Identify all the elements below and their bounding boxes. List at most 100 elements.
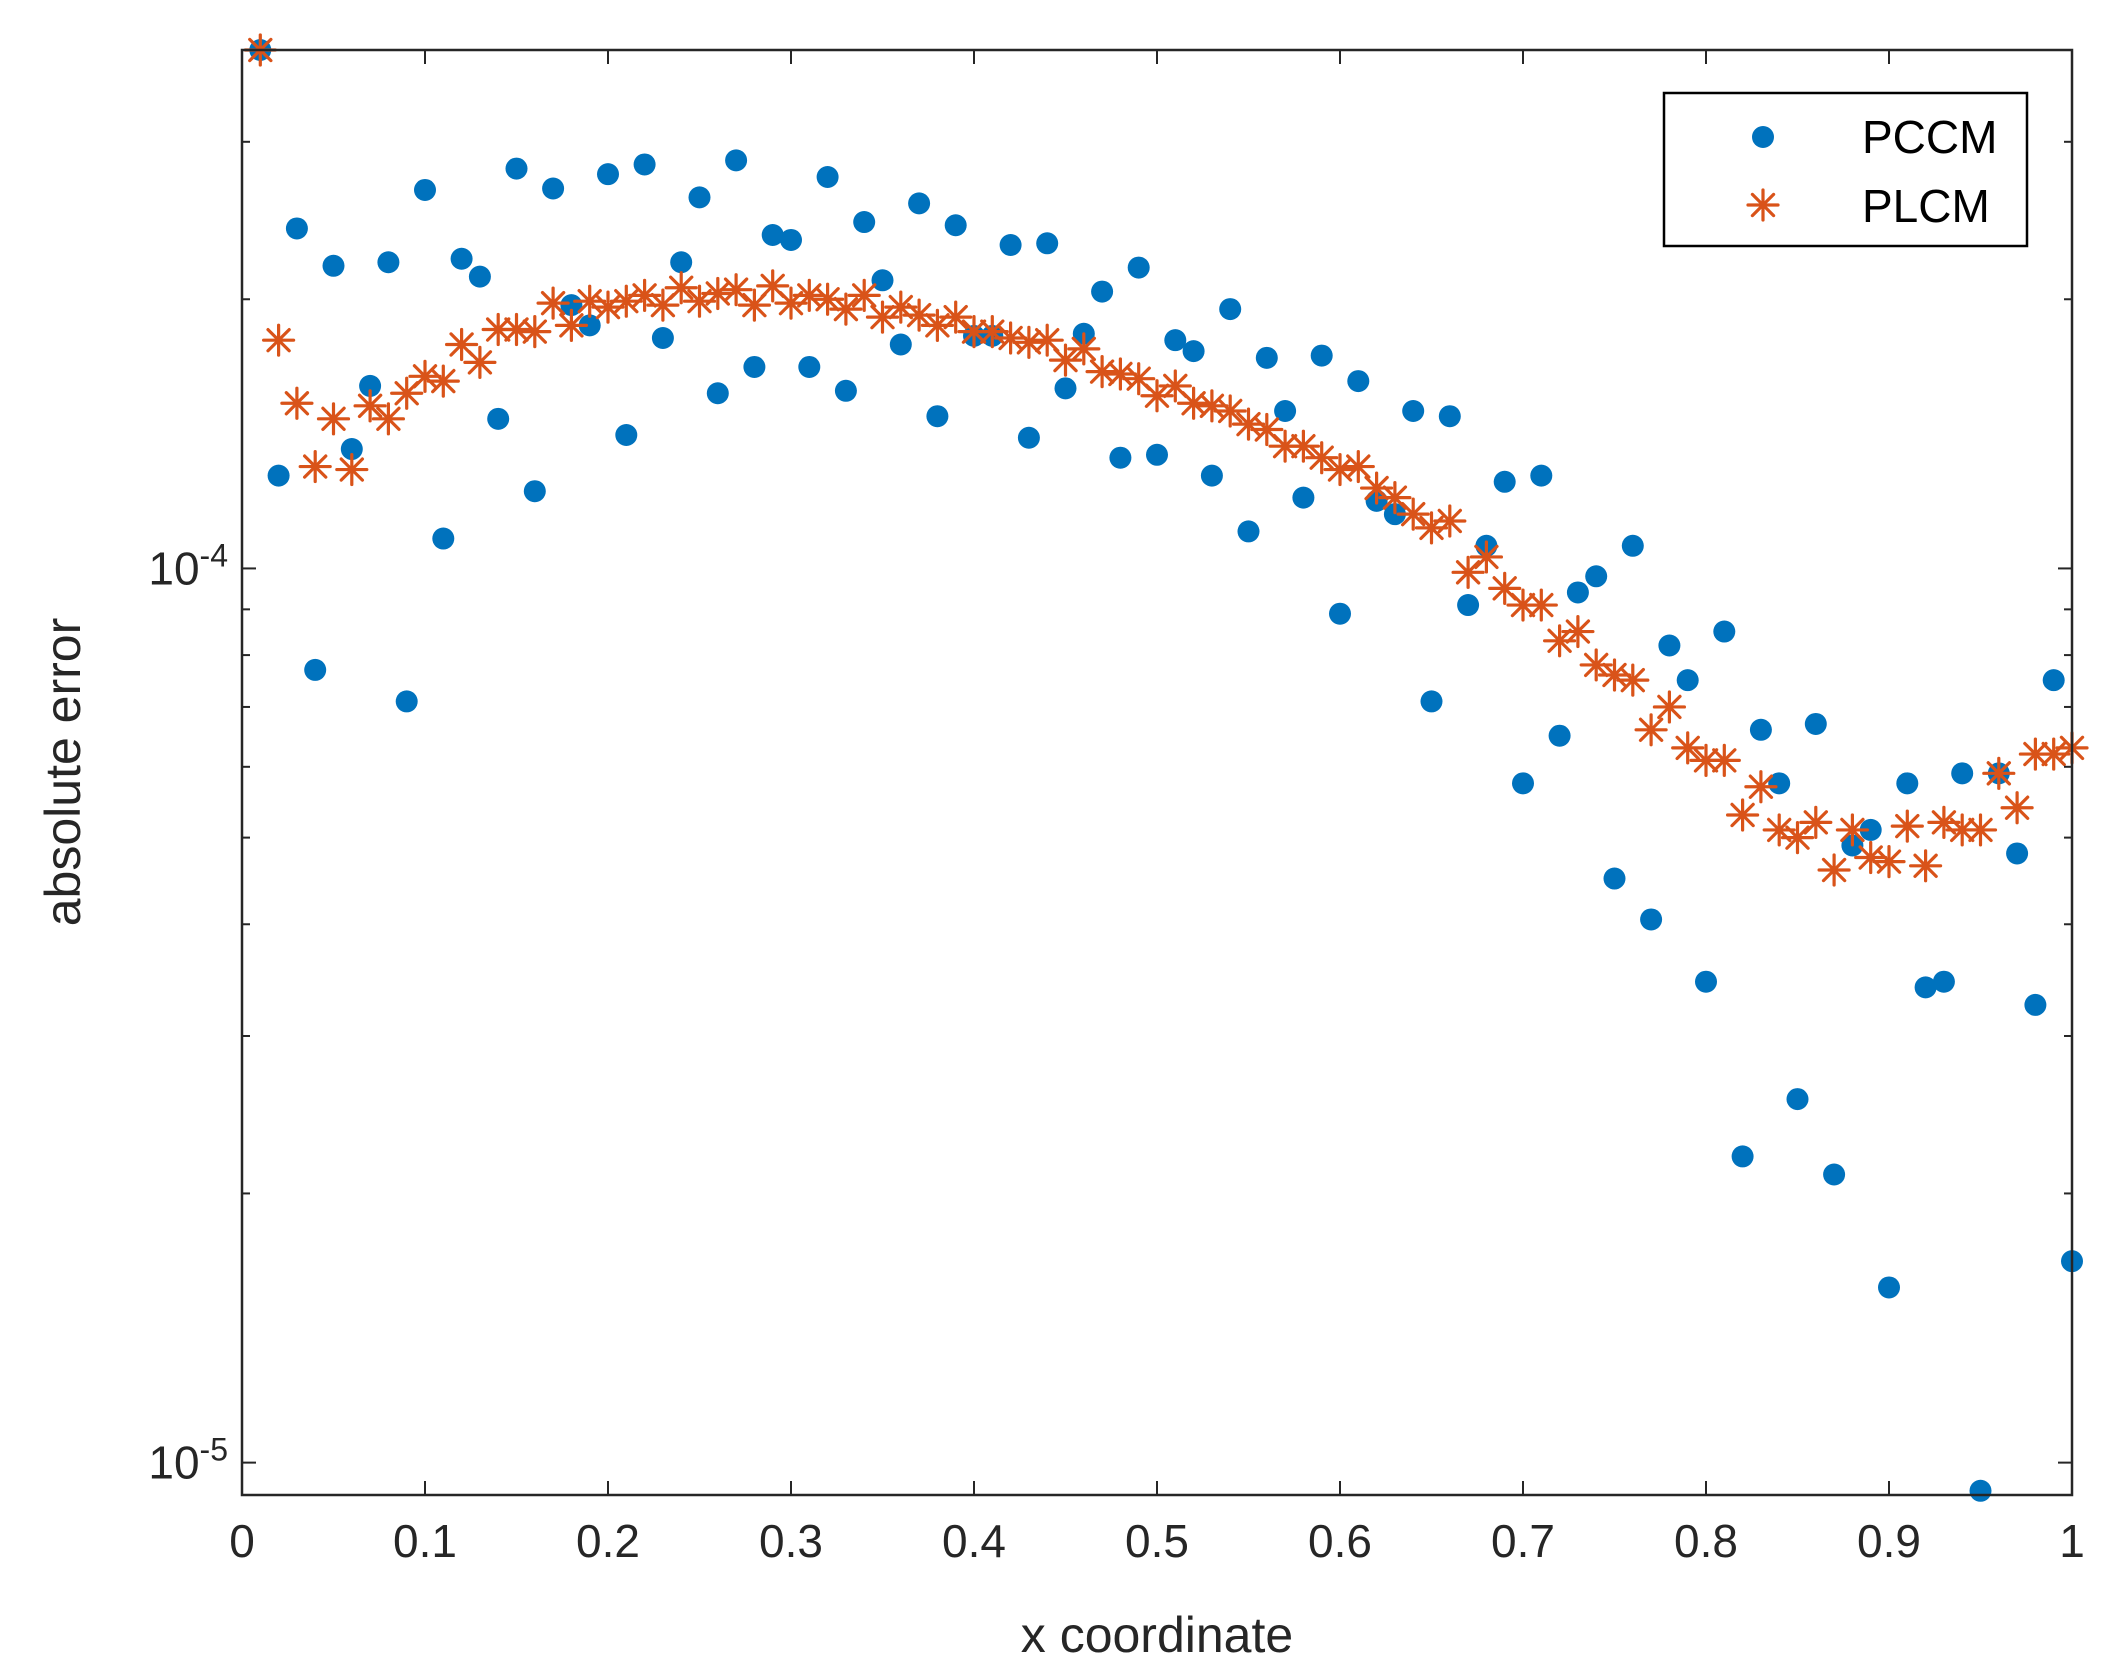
pccm-point-93 <box>1951 762 1974 785</box>
legend-label-pccm: PCCM <box>1862 111 1997 163</box>
plcm-point-65 <box>1433 504 1467 538</box>
pccm-point-73 <box>1585 565 1608 588</box>
pccm-point-10 <box>432 527 455 550</box>
plcm-point-52 <box>1195 389 1229 423</box>
pccm-point-94 <box>1969 1479 1992 1502</box>
pccm-point-18 <box>578 314 601 337</box>
legend-marker-pccm <box>1752 126 1774 148</box>
x-tick-label: 0.7 <box>1491 1515 1555 1567</box>
plcm-point-80 <box>1707 743 1741 777</box>
x-tick-label: 0.5 <box>1125 1515 1189 1567</box>
plcm-point-26 <box>719 273 753 307</box>
plcm-point-90 <box>1890 809 1924 843</box>
pccm-point-28 <box>761 223 784 246</box>
legend-marker-plcm <box>1746 188 1780 222</box>
pccm-point-80 <box>1713 620 1736 643</box>
pccm-point-88 <box>1859 818 1882 841</box>
plcm-point-53 <box>1213 394 1247 428</box>
pccm-point-71 <box>1548 724 1571 747</box>
pccm-point-78 <box>1676 669 1699 692</box>
plcm-point-23 <box>664 271 698 305</box>
x-tick-label: 0.2 <box>576 1515 640 1567</box>
plcm-point-89 <box>1872 845 1906 879</box>
plot-area <box>242 50 2072 1495</box>
pccm-point-13 <box>487 407 510 430</box>
pccm-point-52 <box>1200 464 1223 487</box>
pccm-point-30 <box>798 355 821 378</box>
plcm-point-91 <box>1908 849 1943 883</box>
plcm-point-30 <box>792 278 826 312</box>
plcm-point-81 <box>1725 798 1760 832</box>
pccm-point-44 <box>1054 377 1077 400</box>
pccm-point-50 <box>1164 329 1187 352</box>
pccm-point-89 <box>1878 1276 1900 1299</box>
pccm-point-75 <box>1621 534 1644 557</box>
plcm-point-45 <box>1067 332 1101 366</box>
plcm-point-27 <box>737 288 772 322</box>
y-tick-label: 10-5 <box>148 1432 228 1489</box>
plcm-point-85 <box>1799 805 1833 839</box>
pccm-point-11 <box>450 247 473 270</box>
x-tick-label: 0 <box>229 1515 255 1567</box>
data-marks <box>243 33 2089 1502</box>
plcm-point-57 <box>1286 429 1321 463</box>
pccm-point-22 <box>651 327 674 350</box>
series-pccm <box>249 39 2083 1502</box>
pccm-point-25 <box>706 382 729 405</box>
pccm-point-16 <box>542 177 565 200</box>
pccm-point-35 <box>889 333 912 356</box>
plcm-point-3 <box>298 449 332 484</box>
pccm-point-83 <box>1768 772 1791 795</box>
legend-pccm-symbol <box>1752 126 1774 148</box>
plcm-point-36 <box>902 298 936 332</box>
pccm-point-77 <box>1658 634 1681 657</box>
plcm-point-58 <box>1305 441 1339 475</box>
plcm-point-66 <box>1451 555 1485 589</box>
y-tick-label: 10-4 <box>148 537 228 594</box>
plcm-point-87 <box>1835 813 1870 847</box>
plcm-point-95 <box>1982 756 2016 790</box>
plcm-point-94 <box>1963 813 1998 847</box>
pccm-point-37 <box>926 405 949 428</box>
pccm-point-47 <box>1109 446 1132 469</box>
pccm-point-33 <box>853 211 876 234</box>
legend-box <box>1662 91 2029 248</box>
pccm-point-79 <box>1695 970 1717 993</box>
pccm-point-32 <box>834 379 857 402</box>
x-tick-label: 0.9 <box>1857 1515 1921 1567</box>
pccm-point-69 <box>1512 772 1534 795</box>
plcm-point-33 <box>847 278 881 312</box>
plcm-point-16 <box>536 286 570 320</box>
pccm-point-98 <box>2042 669 2065 692</box>
plcm-point-44 <box>1048 343 1083 377</box>
pccm-point-4 <box>322 254 345 277</box>
pccm-point-86 <box>1823 1163 1846 1186</box>
series-plcm <box>243 33 2089 887</box>
plcm-point-34 <box>865 300 900 334</box>
pccm-point-96 <box>2006 842 2029 865</box>
plcm-point-63 <box>1396 497 1430 531</box>
plcm-point-1 <box>262 323 296 357</box>
pccm-point-82 <box>1749 718 1772 741</box>
pccm-point-31 <box>816 166 839 189</box>
plcm-point-4 <box>316 402 351 436</box>
plcm-point-17 <box>554 308 589 342</box>
plcm-point-11 <box>445 327 479 362</box>
pccm-point-91 <box>1914 976 1937 999</box>
plcm-point-6 <box>353 389 387 423</box>
plcm-point-5 <box>335 452 369 487</box>
pccm-point-51 <box>1182 340 1205 363</box>
pccm-point-64 <box>1420 690 1443 713</box>
plcm-point-79 <box>1689 743 1723 777</box>
pccm-point-43 <box>1036 232 1059 255</box>
pccm-point-46 <box>1091 280 1114 303</box>
pccm-point-57 <box>1292 486 1315 509</box>
x-tick-label: 0.4 <box>942 1515 1006 1567</box>
pccm-point-36 <box>908 192 931 215</box>
pccm-point-12 <box>468 265 491 288</box>
pccm-point-29 <box>780 228 802 251</box>
pccm-point-63 <box>1402 399 1425 422</box>
x-tick-label: 0.3 <box>759 1515 823 1567</box>
plcm-point-82 <box>1744 770 1778 804</box>
